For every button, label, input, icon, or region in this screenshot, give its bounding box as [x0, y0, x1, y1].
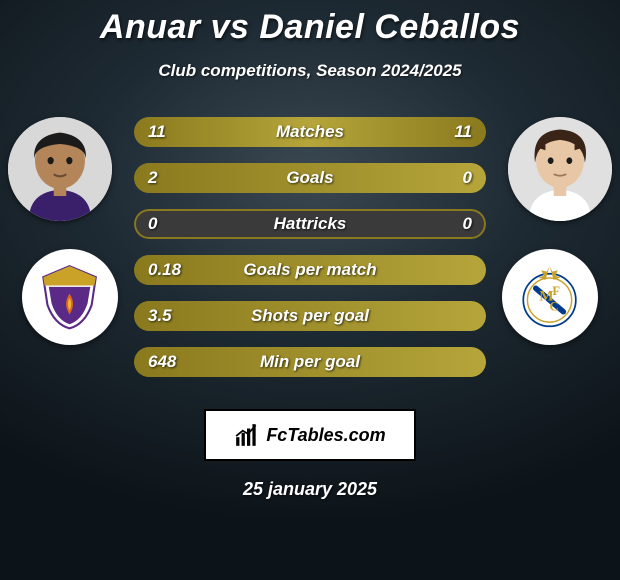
stat-bar-row: 2 Goals 0 — [134, 163, 486, 193]
stat-value-left: 0.18 — [148, 260, 181, 280]
subtitle: Club competitions, Season 2024/2025 — [0, 61, 620, 81]
branding-text: FcTables.com — [266, 425, 385, 446]
stat-bar-row: 11 Matches 11 — [134, 117, 486, 147]
player-left-portrait-icon — [8, 117, 112, 221]
stat-value-right: 11 — [454, 122, 472, 142]
date-label: 25 january 2025 — [0, 479, 620, 500]
stat-label: Goals per match — [243, 260, 376, 280]
stat-value-left: 648 — [148, 352, 176, 372]
stat-value-right: 0 — [463, 168, 472, 188]
svg-text:C: C — [550, 300, 559, 314]
stat-bar-row: 0 Hattricks 0 — [134, 209, 486, 239]
stat-value-left: 3.5 — [148, 306, 172, 326]
stat-label: Goals — [286, 168, 333, 188]
stat-value-left: 0 — [148, 214, 157, 234]
player-right-portrait-icon — [508, 117, 612, 221]
branding-badge: FcTables.com — [204, 409, 416, 461]
page-title: Anuar vs Daniel Ceballos — [0, 0, 620, 47]
player-right-avatar — [508, 117, 612, 221]
stat-label: Min per goal — [260, 352, 360, 372]
stat-label: Hattricks — [274, 214, 347, 234]
stat-label: Shots per goal — [251, 306, 369, 326]
stat-bars: 11 Matches 11 2 Goals 0 0 Hattricks 0 0.18 Goals p… — [134, 117, 486, 377]
stat-bar-row: 0.18 Goals per match — [134, 255, 486, 285]
club-left-crest — [22, 249, 118, 345]
valladolid-crest-icon — [35, 262, 104, 331]
real-madrid-crest-icon: M C F — [515, 262, 584, 331]
club-right-crest: M C F — [502, 249, 598, 345]
player-left-avatar — [8, 117, 112, 221]
stat-value-left: 2 — [148, 168, 157, 188]
stat-value-left: 11 — [148, 122, 166, 142]
stats-section: M C F 11 Matches 11 2 Goals 0 0 Hattricks 0 0.18 G… — [0, 117, 620, 397]
stat-value-right: 0 — [463, 214, 472, 234]
stat-bar-row: 648 Min per goal — [134, 347, 486, 377]
stat-label: Matches — [276, 122, 344, 142]
stat-bar-row: 3.5 Shots per goal — [134, 301, 486, 331]
svg-text:F: F — [553, 285, 561, 299]
branding-chart-icon — [234, 422, 260, 448]
